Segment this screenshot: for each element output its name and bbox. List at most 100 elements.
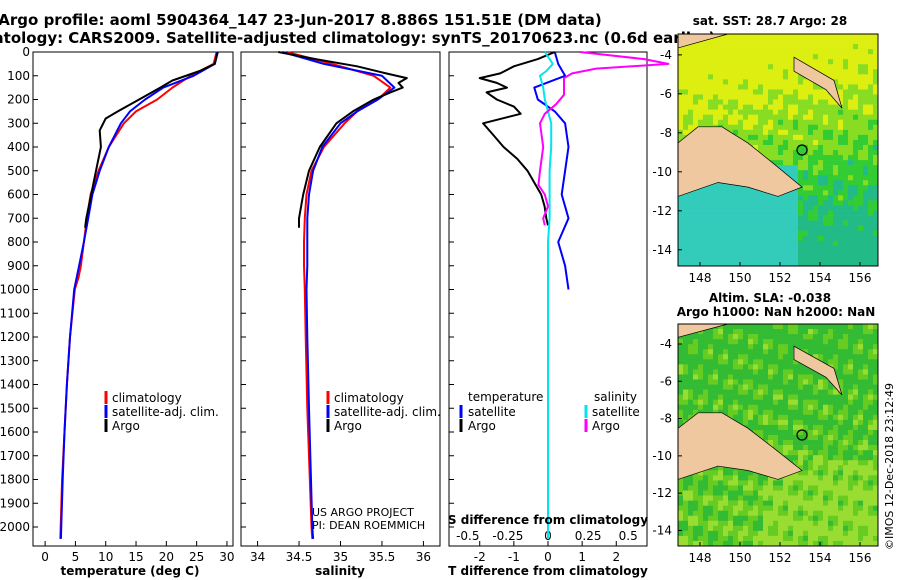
map-cell bbox=[703, 339, 709, 345]
credit-pi: PI: DEAN ROEMMICH bbox=[312, 519, 425, 532]
map-cell bbox=[763, 419, 769, 426]
map-cell bbox=[738, 240, 744, 247]
map-cell bbox=[708, 59, 714, 65]
map-cell bbox=[793, 505, 799, 511]
map-cell bbox=[683, 124, 689, 131]
map-cell bbox=[848, 64, 854, 70]
map-cell bbox=[858, 515, 864, 522]
map-cell bbox=[788, 384, 794, 390]
map-cell bbox=[728, 535, 734, 542]
map-cell bbox=[778, 505, 784, 511]
map-cell bbox=[683, 500, 689, 506]
map-cell bbox=[733, 500, 739, 506]
map-cell bbox=[728, 414, 734, 421]
map-cell bbox=[753, 324, 759, 330]
map-cell bbox=[698, 69, 704, 75]
map-cell bbox=[708, 490, 714, 496]
map-cell bbox=[838, 450, 844, 456]
map-cell bbox=[713, 210, 719, 216]
map-cell bbox=[848, 240, 854, 247]
map-cell bbox=[723, 245, 729, 252]
map-cell bbox=[683, 525, 689, 532]
map-cell bbox=[793, 475, 799, 481]
map-cell bbox=[768, 84, 774, 90]
map-cell bbox=[698, 104, 704, 110]
map-cell bbox=[733, 374, 739, 380]
map-cell bbox=[863, 429, 869, 436]
map-cell bbox=[828, 104, 834, 110]
map-cell bbox=[683, 225, 689, 231]
map-cell bbox=[688, 255, 694, 262]
map-cell bbox=[778, 364, 784, 370]
map-cell bbox=[828, 515, 834, 522]
map-cell bbox=[873, 89, 879, 95]
map-cell bbox=[728, 200, 734, 206]
map-cell bbox=[688, 205, 694, 211]
map-cell bbox=[758, 344, 764, 350]
map-cell bbox=[793, 210, 799, 216]
map-cell bbox=[718, 394, 724, 400]
legend-label-satellite: satellite-adj. clim. bbox=[334, 405, 441, 419]
map-cell bbox=[723, 344, 729, 350]
map-cell bbox=[728, 354, 734, 360]
map-cell bbox=[838, 485, 844, 491]
map-cell bbox=[728, 114, 734, 121]
map-cell bbox=[808, 79, 814, 85]
map-cell bbox=[793, 500, 799, 506]
map-cell bbox=[793, 190, 799, 196]
map-cell bbox=[683, 49, 689, 55]
map-cell bbox=[788, 134, 794, 141]
map-cell bbox=[853, 500, 859, 506]
map-cell bbox=[833, 195, 839, 201]
map-cell bbox=[838, 505, 844, 511]
map-cell bbox=[843, 39, 849, 45]
map-cell bbox=[853, 215, 859, 221]
map-cell bbox=[863, 374, 869, 380]
map-cell bbox=[758, 399, 764, 406]
map-cell bbox=[818, 409, 824, 416]
map-cell bbox=[798, 394, 804, 400]
map-cell bbox=[808, 409, 814, 416]
map-cell bbox=[783, 369, 789, 375]
map-cell bbox=[803, 374, 809, 380]
map-cell bbox=[873, 165, 879, 171]
map-cell bbox=[873, 84, 879, 90]
map-cell bbox=[738, 69, 744, 75]
map-cell bbox=[868, 389, 874, 395]
map-cell bbox=[828, 465, 834, 471]
map-cell bbox=[803, 79, 809, 85]
map-cell bbox=[783, 364, 789, 370]
y-tick-label: 1500 bbox=[0, 401, 30, 415]
map-cell bbox=[758, 485, 764, 491]
map-cell bbox=[808, 374, 814, 380]
map-cell bbox=[753, 144, 759, 151]
map-cell bbox=[708, 49, 714, 55]
map-cell bbox=[833, 150, 839, 156]
map-cell bbox=[783, 134, 789, 141]
map-cell bbox=[773, 414, 779, 421]
map-cell bbox=[778, 64, 784, 70]
map-cell bbox=[858, 34, 864, 40]
map-cell bbox=[743, 344, 749, 350]
map-cell bbox=[808, 495, 814, 501]
map-cell bbox=[833, 515, 839, 522]
map-cell bbox=[808, 450, 814, 456]
map-cell bbox=[838, 525, 844, 532]
map-cell bbox=[818, 245, 824, 252]
map-cell bbox=[683, 404, 689, 411]
map-cell bbox=[838, 419, 844, 426]
map-cell bbox=[873, 64, 879, 70]
map-cell bbox=[728, 394, 734, 400]
map-cell bbox=[683, 64, 689, 70]
temperature-series bbox=[59, 51, 219, 539]
map-cell bbox=[803, 165, 809, 171]
map-cell bbox=[703, 475, 709, 481]
map-cell bbox=[823, 530, 829, 537]
map-cell bbox=[743, 64, 749, 70]
map-cell bbox=[853, 210, 859, 216]
map-cell bbox=[798, 255, 804, 262]
map-cell bbox=[698, 354, 704, 360]
map-cell bbox=[778, 89, 784, 95]
map-cell bbox=[848, 384, 854, 390]
map-cell bbox=[733, 99, 739, 105]
